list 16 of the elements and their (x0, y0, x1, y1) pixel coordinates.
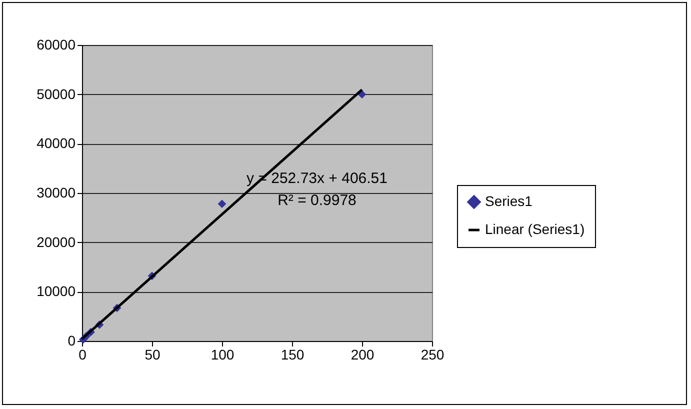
x-tick-label: 0 (78, 346, 87, 362)
y-tick-label: 10000 (36, 283, 76, 300)
y-tick-label: 50000 (36, 86, 76, 102)
y-tick-label: 60000 (36, 36, 76, 52)
y-tick-label: 40000 (36, 135, 76, 152)
annotation: R² = 0.9978 (278, 192, 356, 209)
y-tick-label: 30000 (36, 184, 76, 200)
y-tick-label: 20000 (36, 234, 76, 250)
legend-label: Series1 (485, 193, 533, 209)
x-tick-label: 100 (210, 346, 234, 362)
x-tick-label: 250 (420, 346, 444, 362)
legend-label: Linear (Series1) (485, 221, 585, 237)
y-tick-label: 0 (68, 332, 76, 348)
x-tick-label: 50 (144, 346, 160, 362)
x-tick-label: 200 (350, 346, 374, 362)
x-tick-label: 150 (280, 346, 304, 362)
